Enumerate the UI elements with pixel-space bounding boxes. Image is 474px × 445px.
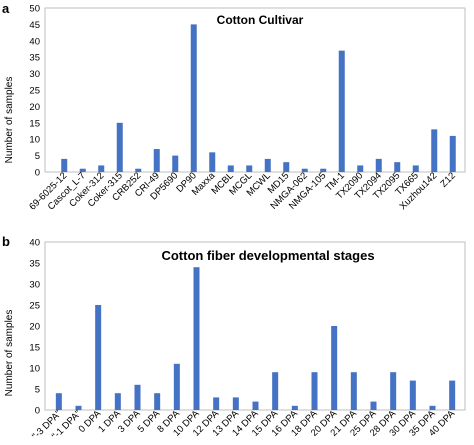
bar (320, 168, 327, 172)
y-tick-label: 40 (29, 238, 40, 249)
bar (135, 168, 142, 172)
bar (95, 305, 102, 410)
y-tick-label: 40 (29, 36, 40, 47)
bars (55, 267, 456, 410)
y-tick-label: 20 (29, 322, 40, 333)
y-tick-label: 10 (29, 364, 40, 375)
panel-letter-b: b (2, 234, 10, 249)
bar (357, 165, 364, 172)
bar (412, 165, 419, 172)
bar (98, 165, 105, 172)
y-tick-label: 15 (29, 343, 40, 354)
y-tick-label: 35 (29, 259, 40, 270)
y-tick-label: 30 (29, 69, 40, 80)
bar (246, 165, 253, 172)
bar (394, 162, 401, 172)
bar (338, 50, 345, 172)
bar (252, 401, 259, 410)
chart-title: Cotton Cultivar (217, 13, 304, 27)
bar (232, 397, 239, 410)
y-tick-label: 50 (29, 4, 40, 15)
bar (227, 165, 234, 172)
bar (264, 158, 271, 172)
y-tick-label: 10 (29, 135, 40, 146)
y-axis-title: Number of samples (4, 77, 15, 164)
chart-title: Cotton fiber developmental stages (161, 248, 374, 263)
bar (283, 162, 290, 172)
bar (301, 168, 308, 172)
bar (209, 152, 216, 172)
bar (449, 380, 456, 410)
bar (114, 393, 121, 410)
y-tick-label: 35 (29, 53, 40, 64)
y-tick-label: 0 (35, 168, 40, 179)
bar (134, 384, 141, 410)
y-tick-label: 25 (29, 301, 40, 312)
bar (375, 158, 382, 172)
y-tick-label: 15 (29, 118, 40, 129)
bar (370, 401, 377, 410)
y-tick-label: 25 (29, 86, 40, 97)
y-tick-label: 45 (29, 20, 40, 31)
bars (61, 24, 456, 173)
bar (449, 135, 456, 172)
bar (390, 372, 397, 410)
bar (272, 372, 279, 410)
y-tick-label: 5 (35, 385, 40, 396)
bar (350, 372, 357, 410)
bar (153, 149, 160, 172)
bar (331, 326, 338, 410)
bar (431, 129, 438, 172)
bar (116, 122, 123, 172)
bar (154, 393, 161, 410)
y-tick-label: 5 (35, 151, 40, 162)
bar (311, 372, 318, 410)
bar (173, 363, 180, 410)
bar (291, 405, 298, 410)
y-tick-label: 20 (29, 102, 40, 113)
bar (172, 155, 179, 172)
y-tick-label: 30 (29, 280, 40, 291)
bar (193, 267, 200, 410)
bar (79, 168, 86, 172)
bar (61, 158, 68, 172)
panel-letter-a: a (2, 1, 10, 16)
y-tick-label: 0 (35, 406, 40, 417)
bar (429, 405, 436, 410)
bar (409, 380, 416, 410)
bar (55, 393, 62, 410)
bar (190, 24, 197, 173)
y-axis-title: Number of samples (4, 310, 15, 397)
bar (75, 405, 82, 410)
y-ticks: 0 5 10 15 20 25 30 35 40 45 50 (29, 4, 462, 179)
bar (213, 397, 220, 410)
